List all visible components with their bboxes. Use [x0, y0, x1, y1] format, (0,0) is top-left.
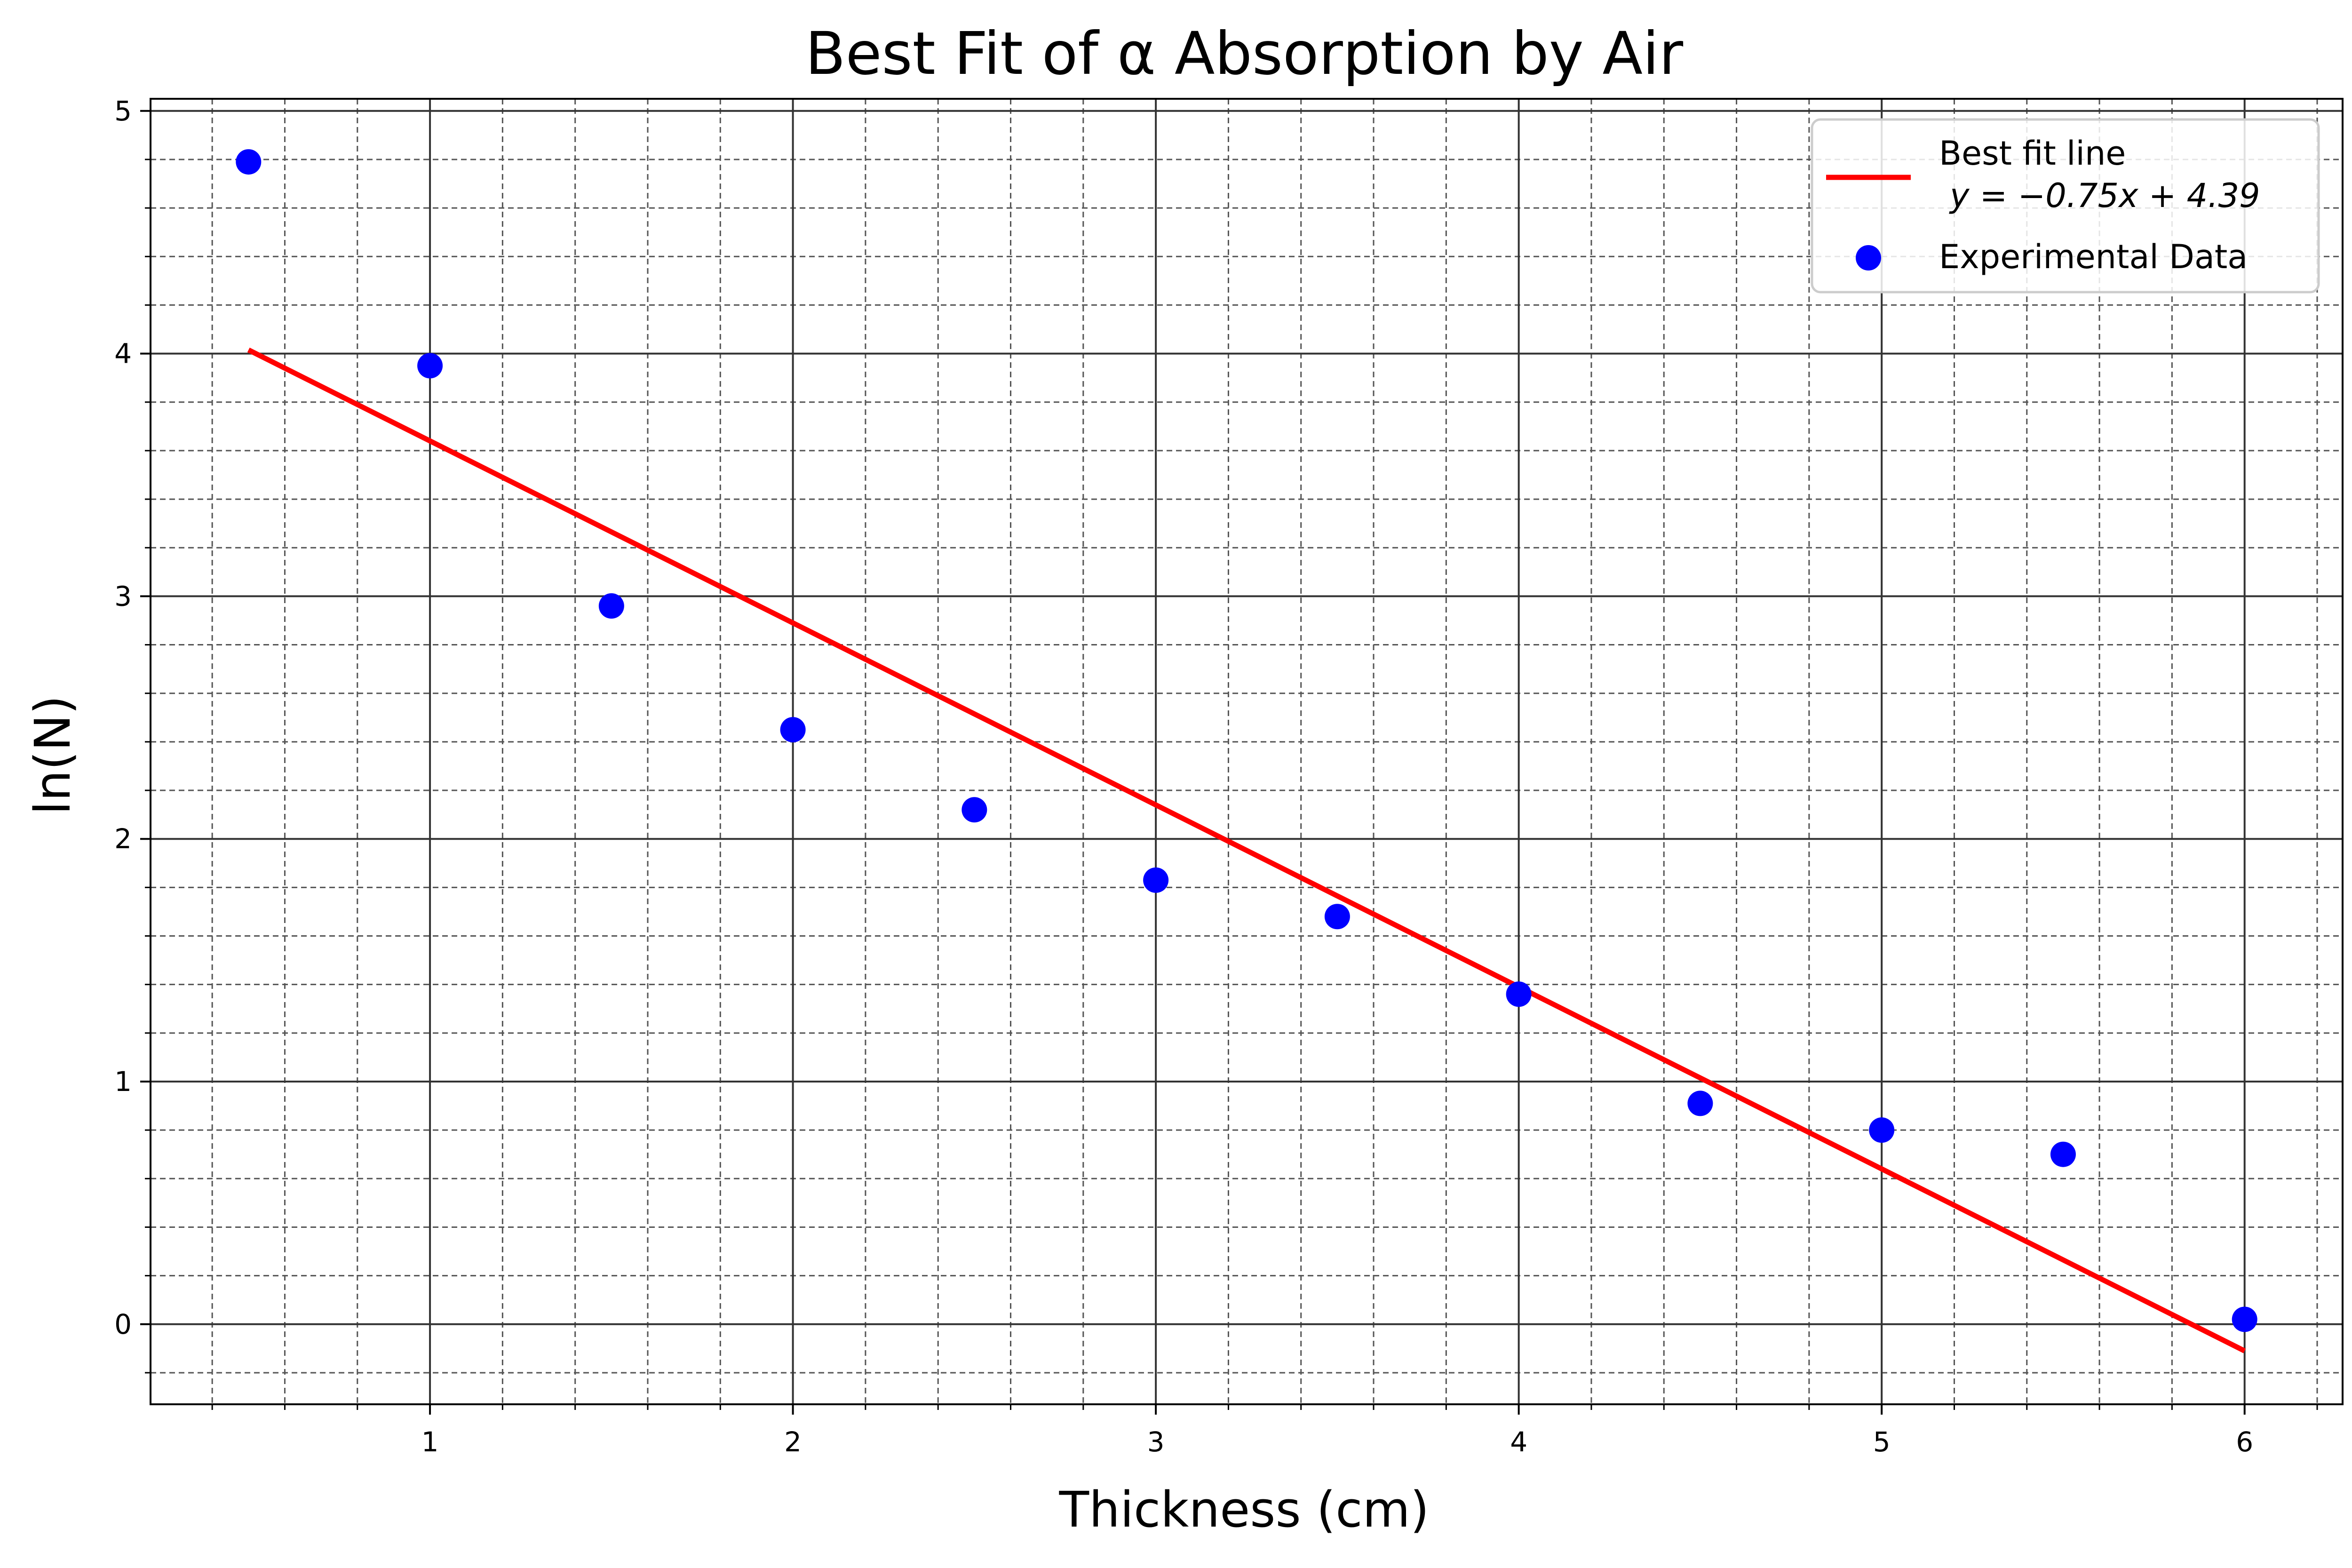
data-point: [1324, 904, 1350, 930]
data-point: [598, 593, 624, 619]
legend-marker-swatch: [1856, 245, 1881, 271]
best-fit-line: [247, 347, 2246, 1353]
x-tick-label: 1: [421, 1426, 439, 1458]
y-tick-label: 1: [114, 1066, 132, 1098]
data-point: [236, 149, 262, 175]
legend-equation: y = −0.75x + 4.39: [1949, 176, 2260, 215]
x-tick-label: 6: [2236, 1426, 2253, 1458]
legend-label-best-fit: Best fit line: [1939, 134, 2126, 173]
legend-label-experimental: Experimental Data: [1939, 238, 2248, 276]
data-points: [236, 149, 2257, 1332]
y-tick-label: 3: [114, 580, 132, 612]
data-point: [417, 353, 443, 379]
chart-title: Best Fit of α Absorption by Air: [805, 20, 1684, 88]
y-tick-label: 4: [114, 338, 132, 370]
minor-grid: [151, 99, 2343, 1404]
legend: Best fit line y = −0.75x + 4.39 Experime…: [1811, 118, 2320, 294]
data-point: [2050, 1141, 2076, 1167]
y-tick-label: 5: [114, 95, 132, 127]
data-point: [2232, 1306, 2257, 1332]
data-point: [1869, 1117, 1895, 1143]
y-tick-label: 0: [114, 1308, 132, 1340]
x-axis-label: Thickness (cm): [1059, 1481, 1430, 1538]
best-fit-line-group: [247, 347, 2246, 1353]
data-point: [1143, 867, 1169, 893]
data-point: [780, 717, 806, 743]
data-point: [1506, 981, 1532, 1007]
y-tick-label: 2: [114, 823, 132, 855]
x-tick-label: 4: [1510, 1426, 1527, 1458]
x-tick-label: 2: [784, 1426, 802, 1458]
x-tick-label: 3: [1147, 1426, 1165, 1458]
tick-labels: 1 2 3 4 5 6 0 1 2 3 4 5: [114, 95, 2253, 1458]
data-point: [961, 797, 987, 823]
x-tick-label: 5: [1873, 1426, 1891, 1458]
major-grid: [151, 99, 2343, 1404]
y-axis-label: ln(N): [24, 695, 81, 815]
plot-frame: [150, 98, 2344, 1405]
data-point: [1687, 1090, 1713, 1116]
legend-box: [1811, 118, 2320, 294]
